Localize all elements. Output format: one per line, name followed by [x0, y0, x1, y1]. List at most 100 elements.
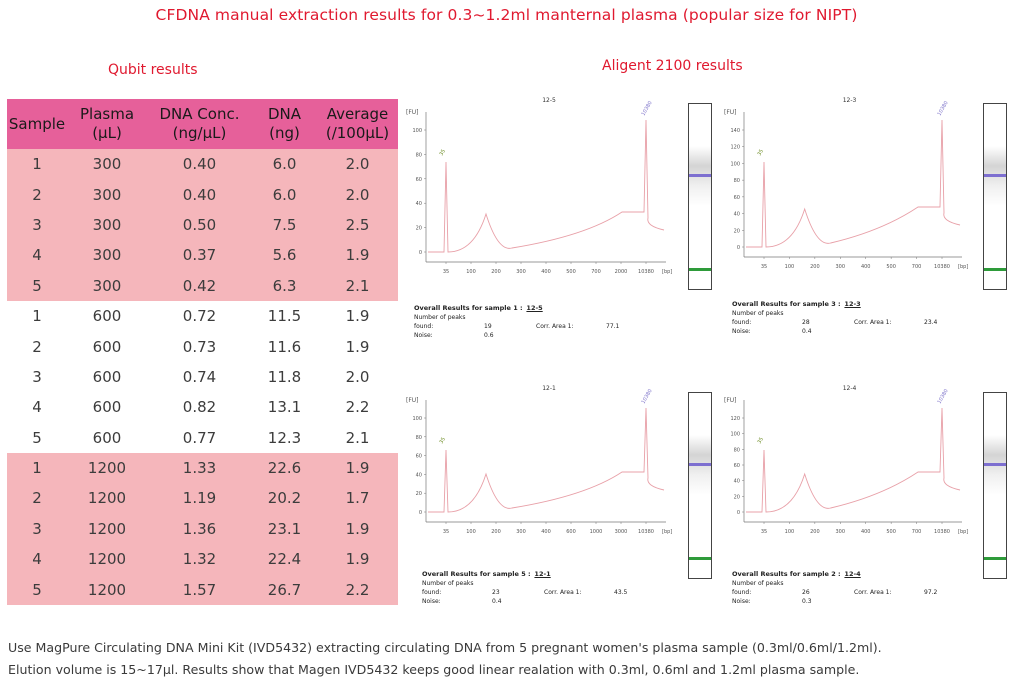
table-cell: 0.50 — [147, 209, 252, 241]
footer-line-1: Use MagPure Circulating DNA Mini Kit (IV… — [8, 640, 882, 655]
y-tick-label: 100 — [412, 416, 422, 422]
table-cell: 0.77 — [147, 422, 252, 453]
lower-marker-label: 35 — [757, 148, 765, 157]
table-cell: 0.73 — [147, 331, 252, 362]
electropherogram-panel-3: 12-1 [FU] 0 20 40 60 80 100 35 100 200 300 400 600 100… — [404, 380, 704, 630]
table-cell: 11.5 — [252, 300, 317, 332]
y-tick-label: 60 — [734, 195, 740, 201]
y-tick-label: 120 — [730, 416, 740, 422]
x-tick-label: 400 — [861, 529, 871, 535]
table-cell: 2 — [7, 483, 67, 514]
x-tick-label: 200 — [491, 529, 501, 535]
x-tick-label: 10380 — [638, 269, 654, 275]
upper-marker-label: 10380 — [937, 100, 950, 117]
x-tick-label: 700 — [912, 529, 922, 535]
table-cell: 1200 — [67, 574, 147, 605]
table-row: 3 300 0.50 7.5 2.5 — [7, 209, 398, 241]
table-cell: 0.82 — [147, 392, 252, 423]
table-row: 1 600 0.72 11.5 1.9 — [7, 300, 398, 332]
x-axis-label: [bp] — [662, 269, 672, 275]
table-cell: 2.0 — [317, 149, 398, 180]
table-cell: 0.74 — [147, 361, 252, 393]
table-cell: 5 — [7, 574, 67, 605]
header-dna-conc: DNA Conc. (ng/μL) — [147, 99, 252, 149]
table-cell: 1.33 — [147, 452, 252, 484]
electropherogram-panel-1: 12-5 [FU] 0 20 40 60 80 100 35 100 200 300 400 500 700… — [404, 92, 704, 342]
table-header-row: Sample Plasma (μL) DNA Conc. (ng/μL) DNA (n… — [7, 99, 398, 149]
table-cell: 5 — [7, 422, 67, 453]
x-tick-label: 2000 — [615, 269, 628, 275]
table-cell: 2.2 — [317, 574, 398, 605]
table-cell: 23.1 — [252, 513, 317, 545]
table-cell: 300 — [67, 149, 147, 180]
results-block-4: Overall Results for sample 2 : 12-4 Numb… — [732, 570, 938, 605]
table-cell: 2 — [7, 179, 67, 210]
y-tick-label: 40 — [734, 479, 740, 485]
y-axis-label: [FU] — [724, 397, 737, 404]
table-cell: 2.0 — [317, 361, 398, 393]
table-cell: 600 — [67, 300, 147, 332]
lower-marker-label: 35 — [439, 148, 447, 157]
y-tick-label: 60 — [416, 454, 422, 460]
table-cell: 1.32 — [147, 544, 252, 575]
gel-lane-1 — [688, 103, 712, 290]
electropherogram-trace — [746, 407, 961, 513]
table-row: 2 300 0.40 6.0 2.0 — [7, 179, 398, 210]
table-cell: 6.0 — [252, 149, 317, 180]
y-tick-label: 100 — [412, 128, 422, 134]
y-tick-label: 40 — [416, 201, 422, 207]
table-row: 3 1200 1.36 23.1 1.9 — [7, 513, 398, 545]
table-cell: 1.7 — [317, 483, 398, 514]
header-dna: DNA (ng) — [252, 99, 317, 149]
y-tick-label: 0 — [419, 250, 422, 256]
results-block-1: Overall Results for sample 1 : 12-5 Numb… — [414, 304, 620, 339]
table-cell: 3 — [7, 209, 67, 241]
table-cell: 4 — [7, 392, 67, 423]
x-tick-label: 100 — [785, 264, 795, 270]
lower-marker-band — [689, 557, 711, 560]
electropherogram-trace — [428, 119, 665, 253]
table-row: 3 600 0.74 11.8 2.0 — [7, 361, 398, 393]
table-cell: 0.40 — [147, 149, 252, 180]
table-cell: 4 — [7, 544, 67, 575]
x-tick-label: 100 — [466, 529, 476, 535]
y-tick-label: 20 — [734, 494, 740, 500]
table-cell: 4 — [7, 240, 67, 271]
table-cell: 2.1 — [317, 422, 398, 453]
y-tick-label: 0 — [419, 510, 422, 516]
footer-line-2: Elution volume is 15~17μl. Results show … — [8, 662, 860, 677]
table-cell: 1.36 — [147, 513, 252, 545]
y-tick-label: 20 — [734, 228, 740, 234]
table-cell: 1 — [7, 452, 67, 484]
table-row: 5 300 0.42 6.3 2.1 — [7, 270, 398, 301]
table-cell: 3 — [7, 361, 67, 393]
chart-title: 12-3 — [843, 97, 857, 104]
upper-marker-band — [984, 463, 1006, 466]
x-axis-label: [bp] — [958, 264, 968, 270]
header-average: Average (/100μL) — [317, 99, 398, 149]
y-axis-label: [FU] — [406, 109, 419, 116]
x-tick-label: 300 — [836, 264, 846, 270]
y-tick-label: 40 — [416, 472, 422, 478]
agilent-heading: Aligent 2100 results — [602, 58, 743, 74]
header-plasma: Plasma (μL) — [67, 99, 147, 149]
x-tick-label: 35 — [443, 269, 449, 275]
y-tick-label: 140 — [730, 128, 740, 134]
table-cell: 20.2 — [252, 483, 317, 514]
table-cell: 300 — [67, 179, 147, 210]
y-tick-label: 40 — [734, 212, 740, 218]
table-cell: 1200 — [67, 544, 147, 575]
x-tick-label: 35 — [761, 264, 767, 270]
y-tick-label: 0 — [737, 245, 740, 251]
table-cell: 2.2 — [317, 392, 398, 423]
upper-marker-label: 10380 — [937, 388, 950, 405]
x-tick-label: 400 — [541, 269, 551, 275]
table-cell: 5 — [7, 270, 67, 301]
table-cell: 0.37 — [147, 240, 252, 271]
table-cell: 1.9 — [317, 300, 398, 332]
x-tick-label: 35 — [761, 529, 767, 535]
upper-marker-band — [689, 463, 711, 466]
table-cell: 1.9 — [317, 452, 398, 484]
electropherogram-chart-2: 12-3 [FU] 0 20 40 60 80 100 120 140 35 100 200 300 400… — [724, 97, 968, 270]
table-cell: 300 — [67, 240, 147, 271]
